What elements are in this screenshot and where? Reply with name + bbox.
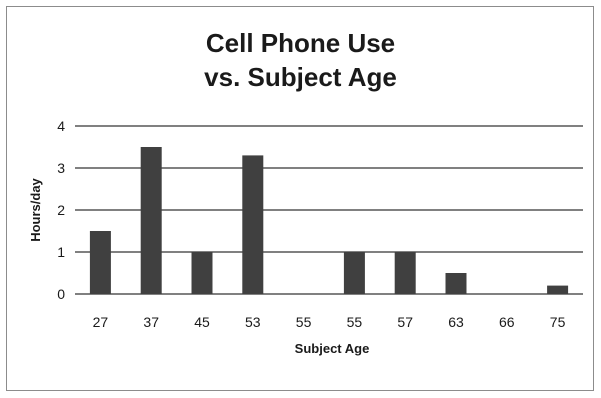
chart-title-line-1: Cell Phone Use <box>205 28 396 58</box>
bar <box>191 252 213 294</box>
chart-frame <box>6 6 594 391</box>
y-axis-label: Hours/day <box>28 177 43 241</box>
chart-title-line-2: vs. Subject Age <box>204 62 397 92</box>
y-tick-labels: 0 1 2 3 4 <box>57 118 65 302</box>
bar <box>394 252 416 294</box>
y-tick-label: 2 <box>57 202 65 218</box>
x-tick-label: 53 <box>245 314 261 330</box>
y-tick-label: 4 <box>57 118 65 134</box>
chart-title: Cell Phone Use vs. Subject Age <box>0 26 601 94</box>
x-tick-label: 55 <box>347 314 363 330</box>
bar <box>343 252 365 294</box>
bars <box>89 147 569 294</box>
x-axis-label: Subject Age <box>295 341 370 356</box>
x-tick-label: 27 <box>93 314 109 330</box>
y-tick-label: 3 <box>57 160 65 176</box>
bar <box>242 155 264 294</box>
x-tick-label: 63 <box>448 314 464 330</box>
bar <box>89 231 111 294</box>
bar <box>547 285 569 294</box>
x-tick-label: 66 <box>499 314 515 330</box>
x-tick-label: 55 <box>296 314 312 330</box>
x-tick-label: 75 <box>550 314 566 330</box>
x-tick-label: 57 <box>397 314 413 330</box>
y-tick-label: 1 <box>57 244 65 260</box>
y-tick-label: 0 <box>57 286 65 302</box>
x-tick-labels: 27 37 45 53 55 55 57 63 66 75 <box>93 314 566 330</box>
bar <box>140 147 162 294</box>
x-tick-label: 45 <box>194 314 210 330</box>
bar <box>445 273 467 294</box>
x-tick-label: 37 <box>143 314 159 330</box>
